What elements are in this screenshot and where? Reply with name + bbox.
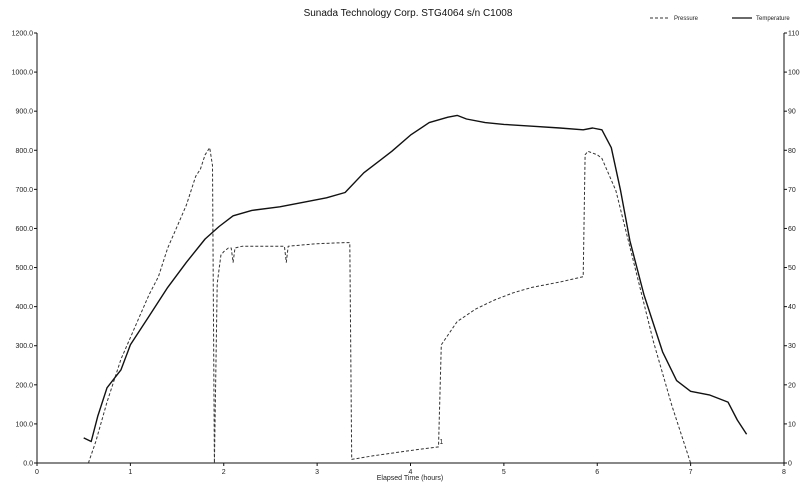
y-tick-label-left: 1000.0 (12, 70, 34, 77)
y-tick-label-right: 30 (788, 343, 796, 350)
y-tick-label-right: 60 (788, 226, 796, 233)
y-tick-label-left: 600.0 (15, 226, 33, 233)
y-ticks-left: 0.0 100.0 200.0 300.0 400.0 500.0 600.0 700.0 80… (12, 31, 37, 468)
x-tick-label: 8 (782, 469, 786, 476)
series-line-temperature (83, 114, 748, 443)
x-tick-label: 3 (315, 469, 319, 476)
y-tick-label-left: 700.0 (15, 187, 33, 194)
y-tick-label-left: 500.0 (15, 265, 33, 272)
y-tick-label-right: 70 (788, 187, 796, 194)
y-tick-label-left: 0.0 (23, 461, 33, 468)
x-tick-label: 1 (128, 469, 132, 476)
legend: Pressure Temperature (650, 16, 790, 22)
x-tick-label: 2 (222, 469, 226, 476)
series-layer (83, 114, 748, 464)
y-ticks-right: 0 10 20 30 40 50 60 70 80 90 100 110 (784, 31, 800, 468)
y-tick-label-right: 80 (788, 148, 796, 155)
y-tick-label-left: 900.0 (15, 109, 33, 116)
legend-label-temperature: Temperature (756, 16, 790, 22)
y-tick-label-left: 200.0 (15, 382, 33, 389)
y-tick-label-right: 50 (788, 265, 796, 272)
x-tick-label: 0 (35, 469, 39, 476)
y-tick-label-right: 90 (788, 109, 796, 116)
y-tick-label-right: 20 (788, 382, 796, 389)
x-ticks: 0 1 2 3 4 5 6 7 8 (35, 463, 786, 476)
annotation-label: 1 (439, 439, 443, 446)
y-tick-label-right: 0 (788, 461, 792, 468)
y-tick-label-right: 100 (788, 70, 800, 77)
x-tick-label: 6 (595, 469, 599, 476)
x-tick-label: 7 (689, 469, 693, 476)
x-axis-label: Elapsed Time (hours) (377, 475, 444, 482)
y-tick-label-left: 800.0 (15, 148, 33, 155)
y-tick-label-right: 10 (788, 421, 796, 428)
y-tick-label-left: 300.0 (15, 343, 33, 350)
x-tick-label: 5 (502, 469, 506, 476)
chart-title: Sunada Technology Corp. STG4064 s/n C100… (304, 8, 513, 19)
annotation-layer: 1 (439, 439, 443, 446)
y-tick-label-right: 110 (788, 31, 799, 38)
y-tick-label-left: 100.0 (15, 421, 33, 428)
series-line-pressure (87, 147, 692, 464)
y-tick-label-left: 400.0 (15, 304, 33, 311)
y-tick-label-left: 1200.0 (12, 31, 34, 38)
y-tick-label-right: 40 (788, 304, 796, 311)
legend-label-pressure: Pressure (674, 16, 699, 22)
x-tick-label: 4 (409, 469, 413, 476)
